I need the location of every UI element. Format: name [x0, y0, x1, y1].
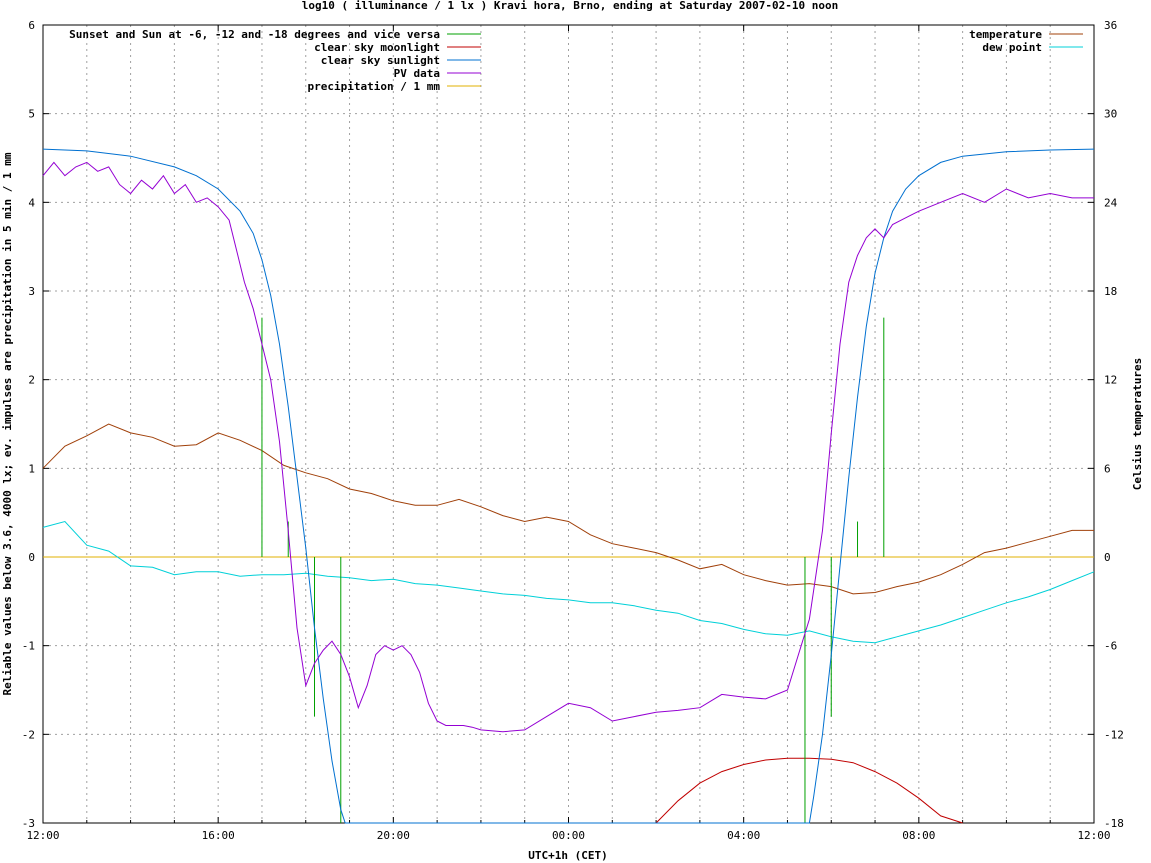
legend-label: clear sky sunlight	[321, 54, 440, 67]
y-tick-label: 3	[28, 285, 35, 298]
y2-tick-label: 6	[1104, 462, 1111, 475]
y-tick-label: 5	[28, 108, 35, 121]
x-tick-label: 04:00	[727, 829, 760, 842]
x-tick-label: 12:00	[1077, 829, 1110, 842]
legend-label: temperature	[969, 28, 1042, 41]
y2-tick-label: 18	[1104, 285, 1117, 298]
x-tick-label: 00:00	[552, 829, 585, 842]
y2-tick-label: 0	[1104, 551, 1111, 564]
axis-ticks: 12:00 16:00 20:00 00:00 04:00 08:00 12:00-3-2-…	[22, 19, 1124, 842]
y2-tick-label: 24	[1104, 196, 1118, 209]
y2-axis-label: Celsius temperatures	[1131, 358, 1144, 490]
y2-tick-label: 12	[1104, 374, 1117, 387]
y2-tick-label: 36	[1104, 19, 1117, 32]
y-tick-label: 6	[28, 19, 35, 32]
x-tick-label: 16:00	[202, 829, 235, 842]
y2-tick-label: 30	[1104, 108, 1117, 121]
y-tick-label: 4	[28, 196, 35, 209]
y2-tick-label: -12	[1104, 728, 1124, 741]
y-tick-label: 2	[28, 374, 35, 387]
x-tick-label: 12:00	[26, 829, 59, 842]
moonlight-curve	[655, 757, 963, 824]
pv-data-line	[42, 161, 1094, 733]
temperature-line	[42, 423, 1094, 595]
legend-label: dew point	[982, 41, 1042, 54]
legend-label: precipitation / 1 mm	[308, 80, 441, 93]
dew-point-line	[42, 520, 1095, 644]
y-tick-label: -1	[22, 640, 35, 653]
y2-tick-label: -6	[1104, 640, 1117, 653]
legend-label: clear sky moonlight	[314, 41, 440, 54]
sunlight-curve	[42, 148, 1095, 824]
y-tick-label: 0	[28, 551, 35, 564]
y2-tick-label: -18	[1104, 817, 1124, 830]
x-tick-label: 20:00	[377, 829, 410, 842]
x-tick-label: 08:00	[902, 829, 935, 842]
y-tick-label: 1	[28, 462, 35, 475]
y-tick-label: -2	[22, 728, 35, 741]
legend-label: PV data	[394, 67, 440, 80]
y-axis-label: Reliable values below 3.6, 4000 lx; ev. …	[1, 152, 14, 695]
y-tick-label: -3	[22, 817, 35, 830]
chart-title: log10 ( illuminance / 1 lx ) Kravi hora,…	[302, 0, 838, 12]
legend: Sunset and Sun at -6, -12 and -18 degree…	[69, 28, 1083, 93]
legend-label: Sunset and Sun at -6, -12 and -18 degree…	[69, 28, 440, 41]
x-axis-label: UTC+1h (CET)	[528, 849, 607, 862]
series-layer	[42, 148, 1095, 824]
